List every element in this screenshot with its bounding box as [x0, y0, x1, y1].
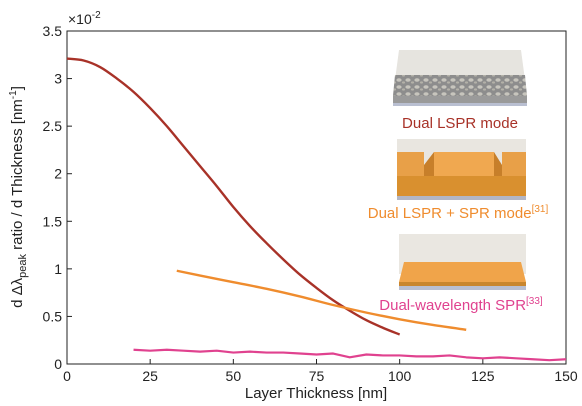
x-tick-label: 0	[63, 368, 71, 384]
series-label-dual-wavelength-spr: Dual-wavelength SPR[33]	[379, 296, 543, 314]
series-line-2	[176, 269, 467, 331]
y-tick-label: 0.5	[43, 308, 63, 324]
x-tick-label: 125	[471, 368, 495, 384]
lspr-film-illustration	[393, 50, 527, 106]
lspr-spr-structure-illustration	[397, 139, 526, 200]
x-tick-label: 50	[226, 368, 242, 384]
x-tick-label: 100	[388, 368, 412, 384]
y-tick-label: 1	[54, 261, 62, 277]
series-line-3	[133, 348, 567, 362]
series-line-1	[66, 57, 401, 336]
y-tick-label: 2.5	[43, 118, 63, 134]
y-tick-label: 2	[54, 166, 62, 182]
y-axis-ticks: 0 0.5 1 1.5 2 2.5 3 3.5	[43, 23, 72, 372]
y-axis-multiplier: ×10-2	[68, 10, 101, 27]
y-tick-label: 3	[54, 71, 62, 87]
x-tick-label: 25	[142, 368, 158, 384]
series-group	[66, 57, 567, 362]
series-label-dual-lspr: Dual LSPR mode	[402, 115, 518, 132]
y-tick-label: 3.5	[43, 23, 63, 39]
x-axis-ticks: 0 25 50 75 100 125 150	[63, 359, 578, 384]
x-axis-label: Layer Thickness [nm]	[245, 385, 387, 402]
x-tick-label: 75	[309, 368, 325, 384]
x-tick-label: 150	[554, 368, 578, 384]
y-tick-label: 1.5	[43, 213, 63, 229]
spr-film-illustration	[399, 234, 526, 290]
series-label-dual-lspr-spr: Dual LSPR + SPR mode[31]	[368, 204, 549, 222]
y-axis-label: d Δλpeak ratio / d Thickness [nm-1]	[8, 86, 29, 308]
y-tick-label: 0	[54, 356, 62, 372]
